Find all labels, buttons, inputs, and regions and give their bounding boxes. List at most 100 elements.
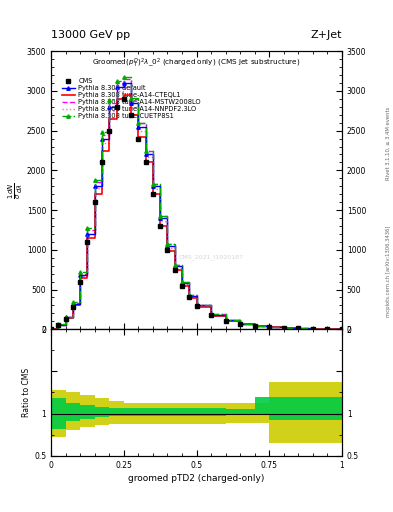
Y-axis label: Ratio to CMS: Ratio to CMS: [22, 368, 31, 417]
Pythia 8.308 tune-A14-MSTW2008LO: [180, 280, 184, 286]
Pythia 8.308 tune-CUETP8S1: [223, 317, 228, 323]
CMS: [49, 326, 53, 332]
Pythia 8.308 tune-A14-CTEQL1: [340, 326, 344, 332]
Pythia 8.308 default: [121, 80, 126, 86]
Pythia 8.308 tune-CUETP8S1: [252, 323, 257, 329]
Pythia 8.308 tune-CUETP8S1: [56, 321, 61, 327]
Pythia 8.308 tune-A14-MSTW2008LO: [296, 326, 301, 332]
Pythia 8.308 default: [78, 272, 83, 279]
CMS: [78, 279, 83, 285]
Pythia 8.308 tune-A14-CTEQL1: [310, 326, 315, 332]
Pythia 8.308 tune-A14-NNPDF2.3LO: [340, 326, 344, 332]
Pythia 8.308 tune-A14-NNPDF2.3LO: [129, 104, 134, 110]
CMS: [136, 136, 141, 142]
Pythia 8.308 default: [180, 280, 184, 286]
CMS: [252, 323, 257, 329]
Pythia 8.308 tune-A14-MSTW2008LO: [267, 324, 272, 330]
Pythia 8.308 default: [63, 314, 68, 321]
Pythia 8.308 tune-A14-MSTW2008LO: [49, 326, 53, 332]
CMS: [281, 325, 286, 331]
Line: Pythia 8.308 tune-CUETP8S1: Pythia 8.308 tune-CUETP8S1: [50, 76, 343, 331]
Pythia 8.308 tune-A14-MSTW2008LO: [92, 179, 97, 185]
CMS: [340, 326, 344, 332]
Pythia 8.308 tune-A14-MSTW2008LO: [114, 80, 119, 86]
Line: Pythia 8.308 default: Pythia 8.308 default: [50, 81, 343, 331]
Pythia 8.308 tune-A14-NNPDF2.3LO: [63, 314, 68, 321]
Pythia 8.308 tune-A14-MSTW2008LO: [107, 100, 112, 106]
Pythia 8.308 tune-A14-CTEQL1: [136, 134, 141, 140]
Pythia 8.308 tune-A14-NNPDF2.3LO: [187, 294, 192, 300]
Pythia 8.308 tune-A14-NNPDF2.3LO: [173, 265, 177, 271]
Pythia 8.308 tune-A14-NNPDF2.3LO: [325, 326, 330, 332]
Pythia 8.308 default: [56, 322, 61, 328]
Pythia 8.308 default: [223, 317, 228, 323]
CMS: [100, 159, 105, 165]
Pythia 8.308 tune-A14-MSTW2008LO: [310, 326, 315, 332]
Pythia 8.308 tune-CUETP8S1: [107, 97, 112, 103]
CMS: [114, 104, 119, 110]
Pythia 8.308 tune-CUETP8S1: [136, 120, 141, 126]
Pythia 8.308 tune-A14-NNPDF2.3LO: [100, 139, 105, 145]
Y-axis label: $\frac{1}{\sigma}\frac{dN}{d\lambda}$: $\frac{1}{\sigma}\frac{dN}{d\lambda}$: [7, 182, 25, 199]
Pythia 8.308 default: [143, 152, 148, 158]
Legend: CMS, Pythia 8.308 default, Pythia 8.308 tune-A14-CTEQL1, Pythia 8.308 tune-A14-M: CMS, Pythia 8.308 default, Pythia 8.308 …: [59, 75, 204, 122]
Text: CMS_2021_I1920187: CMS_2021_I1920187: [178, 254, 244, 260]
Pythia 8.308 tune-A14-CTEQL1: [238, 321, 242, 327]
CMS: [187, 294, 192, 301]
Pythia 8.308 tune-A14-NNPDF2.3LO: [296, 326, 301, 332]
Pythia 8.308 default: [158, 215, 163, 221]
Pythia 8.308 tune-A14-MSTW2008LO: [100, 132, 105, 138]
Pythia 8.308 tune-A14-CTEQL1: [267, 324, 272, 330]
Pythia 8.308 tune-A14-MSTW2008LO: [238, 321, 242, 327]
Pythia 8.308 tune-A14-NNPDF2.3LO: [56, 322, 61, 328]
Pythia 8.308 tune-A14-NNPDF2.3LO: [238, 321, 242, 327]
Pythia 8.308 default: [100, 136, 105, 142]
CMS: [151, 191, 155, 197]
Pythia 8.308 tune-CUETP8S1: [151, 181, 155, 187]
CMS: [296, 326, 301, 332]
Pythia 8.308 default: [129, 100, 134, 106]
Pythia 8.308 tune-A14-NNPDF2.3LO: [71, 301, 75, 307]
Pythia 8.308 default: [296, 326, 301, 332]
Pythia 8.308 tune-CUETP8S1: [158, 214, 163, 220]
Pythia 8.308 tune-A14-MSTW2008LO: [121, 76, 126, 82]
Pythia 8.308 tune-A14-MSTW2008LO: [194, 302, 199, 308]
Pythia 8.308 default: [114, 84, 119, 90]
Pythia 8.308 default: [49, 326, 53, 332]
Pythia 8.308 tune-A14-CTEQL1: [165, 248, 170, 254]
Pythia 8.308 tune-A14-NNPDF2.3LO: [114, 88, 119, 94]
Pythia 8.308 tune-CUETP8S1: [100, 129, 105, 135]
Pythia 8.308 tune-CUETP8S1: [325, 326, 330, 332]
Pythia 8.308 tune-A14-MSTW2008LO: [209, 311, 213, 317]
Pythia 8.308 tune-A14-CTEQL1: [78, 275, 83, 282]
Pythia 8.308 tune-A14-CTEQL1: [92, 191, 97, 197]
Pythia 8.308 tune-A14-CTEQL1: [281, 325, 286, 331]
CMS: [143, 159, 148, 165]
Pythia 8.308 tune-A14-CTEQL1: [223, 318, 228, 324]
Pythia 8.308 tune-A14-CTEQL1: [194, 304, 199, 310]
Pythia 8.308 default: [187, 293, 192, 299]
Pythia 8.308 tune-CUETP8S1: [209, 311, 213, 317]
CMS: [165, 247, 170, 253]
Pythia 8.308 tune-A14-NNPDF2.3LO: [107, 108, 112, 114]
Pythia 8.308 tune-A14-MSTW2008LO: [173, 262, 177, 268]
CMS: [238, 321, 242, 327]
CMS: [325, 326, 330, 332]
Pythia 8.308 default: [136, 123, 141, 130]
CMS: [173, 267, 177, 273]
Pythia 8.308 tune-A14-NNPDF2.3LO: [151, 186, 155, 193]
CMS: [107, 127, 112, 134]
Pythia 8.308 default: [267, 324, 272, 330]
Pythia 8.308 tune-A14-NNPDF2.3LO: [252, 323, 257, 329]
Pythia 8.308 tune-A14-NNPDF2.3LO: [92, 185, 97, 191]
X-axis label: groomed pTD2 (charged-only): groomed pTD2 (charged-only): [128, 474, 265, 483]
Pythia 8.308 tune-A14-MSTW2008LO: [252, 323, 257, 329]
Pythia 8.308 tune-CUETP8S1: [63, 313, 68, 319]
Pythia 8.308 tune-A14-NNPDF2.3LO: [209, 312, 213, 318]
Text: 13000 GeV pp: 13000 GeV pp: [51, 30, 130, 40]
Pythia 8.308 default: [173, 263, 177, 269]
CMS: [92, 199, 97, 205]
Pythia 8.308 tune-CUETP8S1: [340, 326, 344, 332]
Pythia 8.308 tune-A14-MSTW2008LO: [129, 96, 134, 102]
Pythia 8.308 tune-A14-MSTW2008LO: [71, 300, 75, 306]
